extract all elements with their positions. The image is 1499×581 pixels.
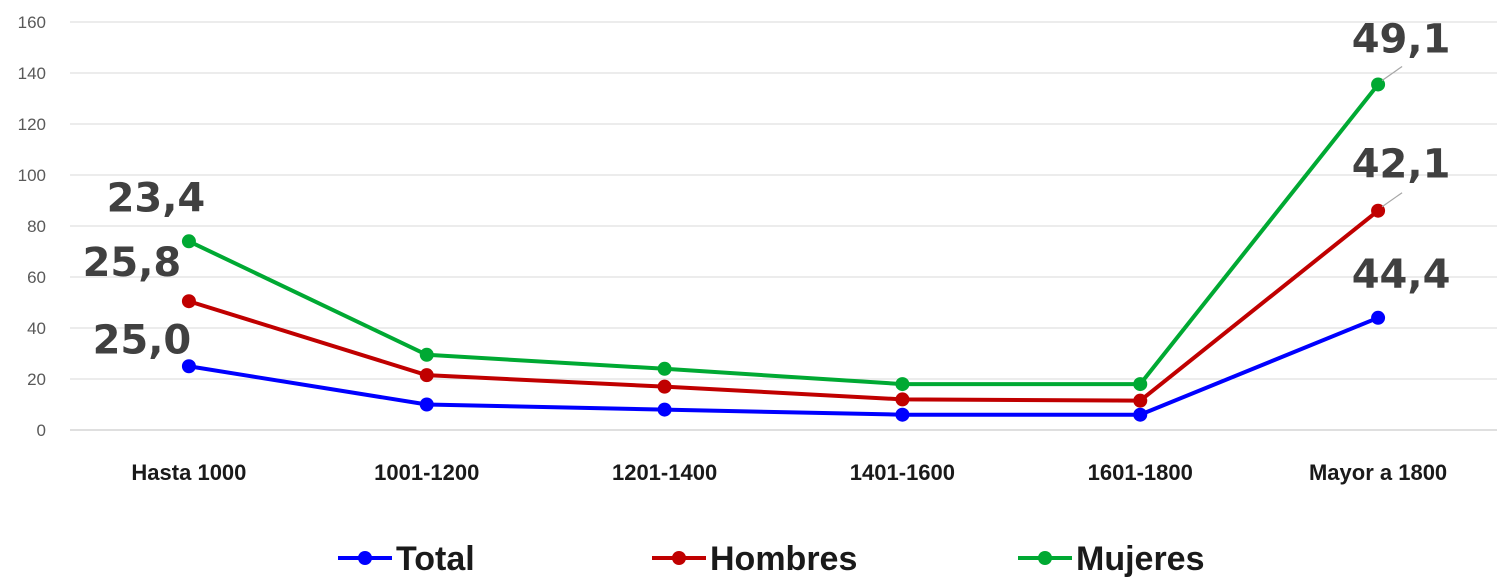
data-label-total: 44,4: [1352, 252, 1451, 298]
series-line-total: [188, 315, 1379, 417]
data-label-hombres: 42,1: [1352, 142, 1451, 188]
series-line-hombres: [188, 209, 1380, 403]
data-label-hombres: 25,8: [83, 240, 182, 286]
y-tick-label: 20: [27, 370, 46, 389]
legend-swatch-marker: [1038, 551, 1052, 565]
y-tick-label: 100: [18, 166, 46, 185]
x-tick-label: 1601-1800: [1088, 460, 1193, 485]
legend-item-mujeres: Mujeres: [1018, 540, 1205, 578]
y-tick-label: 120: [18, 115, 46, 134]
data-label-mujeres: 23,4: [107, 175, 206, 221]
data-point-total: [895, 407, 910, 422]
data-point-total: [1133, 407, 1148, 422]
y-tick-label: 40: [27, 319, 46, 338]
legend-label: Total: [396, 540, 475, 578]
gridlines: [70, 21, 1497, 431]
legend: Total Hombres Mujeres: [338, 540, 1205, 578]
data-point-mujeres: [895, 377, 910, 392]
data-label-total: 25,0: [93, 317, 192, 363]
data-point-hombres: [895, 392, 910, 407]
x-tick-label: 1401-1600: [850, 460, 955, 485]
data-point-mujeres: [657, 361, 672, 376]
data-point-total: [1371, 310, 1386, 325]
legend-label: Hombres: [710, 540, 857, 578]
y-tick-label: 140: [18, 64, 46, 83]
legend-item-hombres: Hombres: [652, 540, 857, 578]
data-point-hombres: [1133, 393, 1148, 408]
legend-label: Mujeres: [1076, 540, 1205, 578]
y-tick-label: 160: [18, 13, 46, 32]
y-tick-label: 80: [27, 217, 46, 236]
legend-item-total: Total: [338, 540, 475, 578]
x-tick-label: 1001-1200: [374, 460, 479, 485]
x-tick-label: 1201-1400: [612, 460, 717, 485]
data-labels: 23,4 25,8 25,0 49,1 42,1 44,4: [83, 16, 1451, 363]
series-mujeres: [181, 77, 1386, 392]
legend-swatch-marker: [672, 551, 686, 565]
data-point-total: [419, 397, 434, 412]
series-line-mujeres: [188, 83, 1380, 387]
y-axis-ticks: 0 20 40 60 80 100 120 140 160: [18, 13, 46, 440]
data-point-mujeres: [1133, 377, 1148, 392]
series-lines: [181, 77, 1386, 422]
data-point-mujeres: [1371, 77, 1386, 92]
series-hombres: [181, 203, 1386, 408]
series-total: [181, 310, 1386, 422]
data-point-total: [657, 402, 672, 417]
data-point-mujeres: [181, 234, 196, 249]
data-point-hombres: [1371, 203, 1386, 218]
legend-swatch-marker: [358, 551, 372, 565]
x-axis-ticks: Hasta 1000 1001-1200 1201-1400 1401-1600 160…: [131, 460, 1447, 485]
y-tick-label: 0: [37, 421, 46, 440]
data-point-hombres: [181, 294, 196, 309]
y-tick-label: 60: [27, 268, 46, 287]
data-point-hombres: [419, 368, 434, 383]
data-label-mujeres: 49,1: [1352, 16, 1451, 62]
x-tick-label: Hasta 1000: [131, 460, 246, 485]
leader-line: [1381, 65, 1403, 81]
data-point-hombres: [657, 379, 672, 394]
leader-line: [1381, 192, 1403, 208]
data-point-total: [181, 359, 196, 374]
x-tick-label: Mayor a 1800: [1309, 460, 1447, 485]
label-leader-lines: [1381, 65, 1403, 208]
data-point-mujeres: [419, 347, 434, 362]
